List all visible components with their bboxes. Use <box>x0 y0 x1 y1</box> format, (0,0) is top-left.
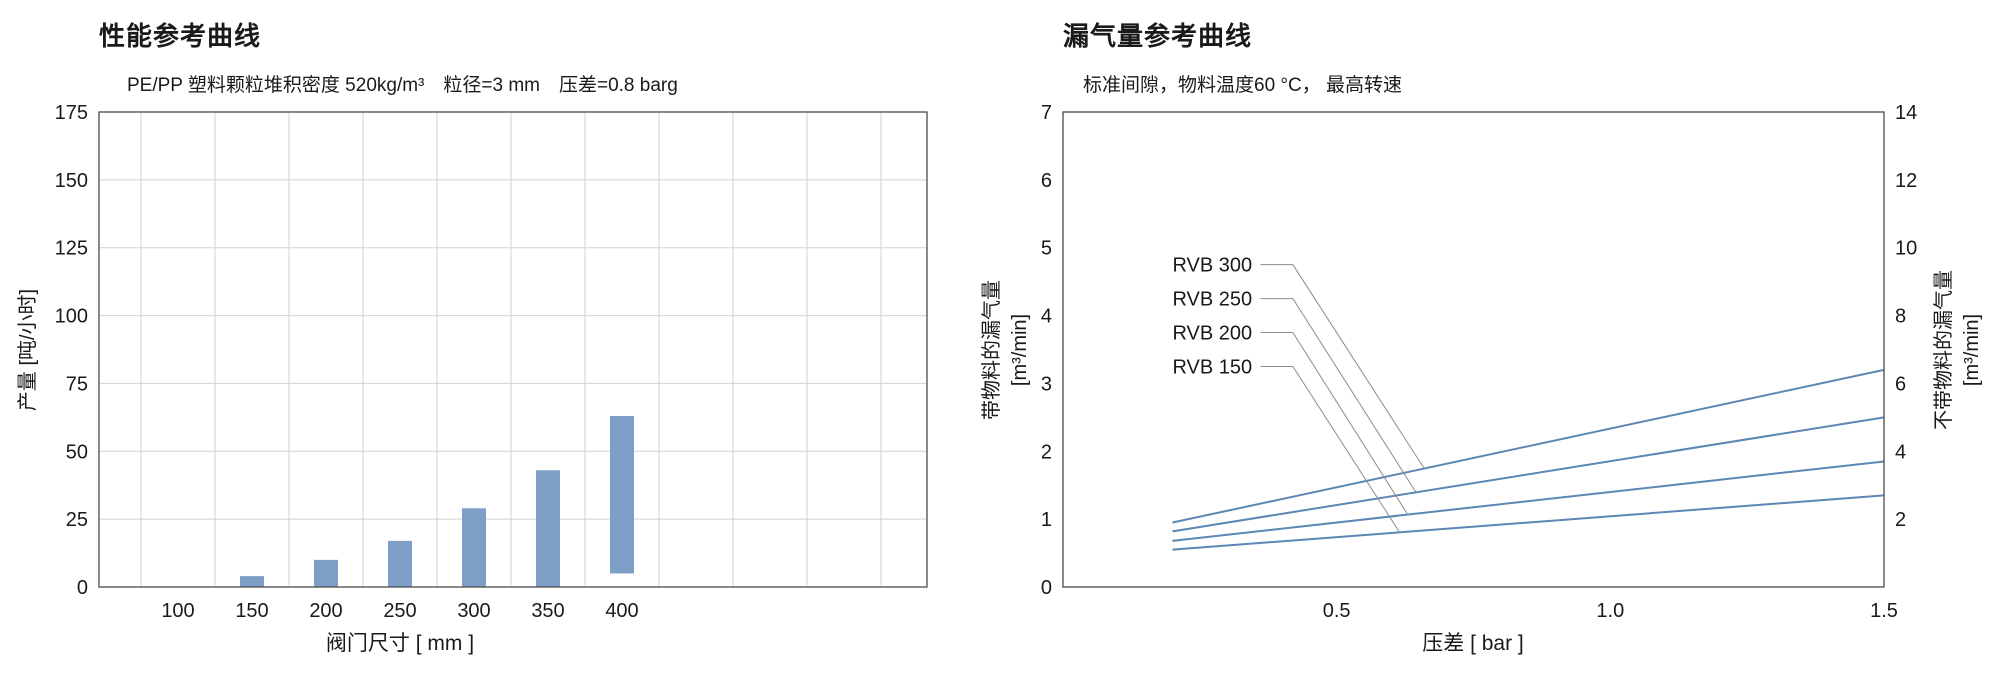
performance-bar-chart: 0 25 50 75 100 125 150 175 100 150 200 250 300 350 400… <box>16 102 928 655</box>
leakage-x-axis-title: 压差 [ bar ] <box>1422 632 1524 655</box>
y-left-tick-label: 2 <box>1041 441 1052 463</box>
leakage-y-axis-left-title-line1: 带物料的漏气量 <box>980 280 1003 420</box>
leakage-chart-subtitle: 标准间隙，物料温度60 °C， 最高转速 <box>1083 75 1403 96</box>
x-tick-label: 100 <box>161 600 194 622</box>
leakage-y-axis-right-title-line1: 不带物料的漏气量 <box>1932 270 1955 430</box>
plot-frame <box>98 111 928 588</box>
y-tick-label: 75 <box>66 373 88 395</box>
bar <box>462 508 486 587</box>
bar <box>240 576 264 587</box>
y-left-tick-label: 3 <box>1041 373 1052 395</box>
y-tick-label: 125 <box>55 238 88 260</box>
x-tick-label: 0.5 <box>1323 600 1351 622</box>
leader-line <box>1260 365 1401 533</box>
leader-line <box>1260 298 1417 493</box>
leader-line <box>1260 332 1409 515</box>
series-line <box>1172 416 1885 533</box>
series-label: RVB 300 <box>1172 255 1252 277</box>
y-tick-label: 150 <box>55 170 88 192</box>
y-right-tick-label: 6 <box>1895 373 1906 395</box>
y-tick-label: 25 <box>66 509 88 531</box>
y-left-tick-label: 5 <box>1041 238 1052 260</box>
x-tick-label: 250 <box>383 600 416 622</box>
y-right-tick-label: 8 <box>1895 306 1906 328</box>
leakage-chart-title: 漏气量参考曲线 <box>1063 21 1253 51</box>
x-tick-label: 1.5 <box>1870 600 1898 622</box>
bar <box>314 559 338 587</box>
series-label: RVB 250 <box>1172 289 1252 311</box>
series-label: RVB 200 <box>1172 323 1252 345</box>
y-left-tick-label: 7 <box>1041 102 1052 124</box>
y-left-tick-label: 6 <box>1041 170 1052 192</box>
y-left-tick-label: 1 <box>1041 509 1052 531</box>
y-right-tick-label: 14 <box>1895 102 1917 124</box>
performance-chart-title: 性能参考曲线 <box>99 21 262 51</box>
bar <box>536 470 560 587</box>
y-left-tick-label: 4 <box>1041 306 1052 328</box>
bar <box>388 540 412 587</box>
x-tick-label: 300 <box>457 600 490 622</box>
y-tick-label: 100 <box>55 306 88 328</box>
y-left-tick-label: 0 <box>1041 577 1052 599</box>
leakage-y-axis-left-title-line2: [m³/min] <box>1009 314 1031 386</box>
y-right-tick-label: 12 <box>1895 170 1917 192</box>
plot-frame <box>1062 111 1885 588</box>
y-right-tick-label: 4 <box>1895 441 1906 463</box>
x-tick-label: 400 <box>605 600 638 622</box>
y-tick-label: 0 <box>77 577 88 599</box>
x-tick-label: 350 <box>531 600 564 622</box>
series-line <box>1172 368 1885 524</box>
performance-chart-subtitle: PE/PP 塑料颗粒堆积密度 520kg/m³ 粒径=3 mm 压差=0.8 b… <box>127 75 678 96</box>
y-tick-label: 50 <box>66 441 88 463</box>
y-right-tick-label: 10 <box>1895 238 1917 260</box>
y-tick-label: 175 <box>55 102 88 124</box>
leakage-y-axis-right-title-line2: [m³/min] <box>1961 314 1983 386</box>
y-right-tick-label: 2 <box>1895 509 1906 531</box>
performance-x-axis-title: 阀门尺寸 [ mm ] <box>326 632 474 655</box>
series-line <box>1172 494 1885 551</box>
x-tick-label: 1.0 <box>1596 600 1624 622</box>
series-label: RVB 150 <box>1172 356 1252 378</box>
x-tick-label: 200 <box>309 600 342 622</box>
leader-line <box>1260 264 1425 469</box>
x-tick-label: 150 <box>235 600 268 622</box>
bar <box>610 416 634 574</box>
series-line <box>1172 460 1885 542</box>
performance-y-axis-title: 产量 [吨/小时] <box>16 289 39 411</box>
bar-plot-area: 0 25 50 75 100 125 150 175 100 150 200 250 300 350 400 <box>55 102 928 622</box>
